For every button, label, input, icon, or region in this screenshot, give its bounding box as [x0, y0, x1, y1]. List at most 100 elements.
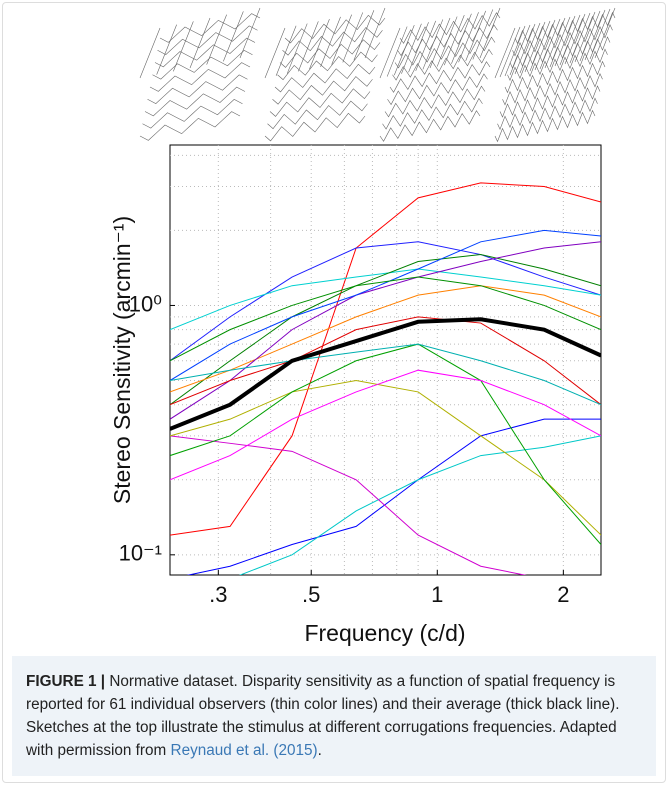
sketch-line — [509, 36, 611, 69]
y-tick-label: 10⁻¹ — [119, 541, 162, 566]
sketch-line — [142, 99, 243, 129]
sketch-line — [504, 60, 606, 94]
y-axis-label: Stereo Sensitivity (arcmin⁻¹) — [109, 216, 135, 504]
sketch-line — [584, 9, 606, 61]
sketch-line — [534, 19, 556, 71]
sketch-line — [152, 50, 253, 80]
series-line — [170, 343, 601, 545]
sketch-line — [564, 13, 586, 65]
sketch-line — [331, 14, 352, 65]
series-line — [170, 343, 601, 406]
sketch-line — [284, 14, 386, 44]
sketch-line — [386, 26, 408, 77]
series-line — [170, 241, 601, 420]
plot-frame — [169, 144, 602, 576]
sketch-line — [223, 11, 244, 62]
sketch-line — [320, 16, 341, 68]
sketch-line — [147, 74, 248, 104]
sketch-line — [144, 86, 246, 117]
sketch-line — [394, 25, 415, 76]
sketch-line — [139, 111, 241, 141]
sketch-line — [277, 51, 378, 81]
caption-label: FIGURE 1 | — [26, 673, 106, 690]
sketch-line — [364, 7, 386, 59]
sketch-line — [502, 72, 603, 106]
sketch-line — [514, 11, 616, 45]
sketch-line — [401, 23, 422, 74]
caption-text: Normative dataset. Disparity sensitivity… — [26, 673, 620, 759]
x-tick-label: .5 — [302, 582, 320, 607]
sketch-line — [379, 27, 401, 79]
sketch-line — [499, 26, 521, 78]
sketch-line — [272, 76, 373, 105]
series-line — [170, 182, 601, 536]
sketch-line — [499, 85, 601, 118]
sketch-line — [382, 97, 483, 130]
sketch-line — [275, 25, 297, 76]
sketch-line — [415, 20, 436, 71]
series-line — [170, 254, 601, 406]
sketch-line — [494, 109, 596, 143]
stimulus-sketches — [139, 7, 616, 143]
sketch-line — [189, 17, 211, 69]
x-tick-label: .3 — [209, 582, 227, 607]
sketch-line — [458, 12, 479, 63]
sketch-line — [444, 15, 465, 66]
x-tick-label: 1 — [431, 582, 443, 607]
series-line — [170, 316, 601, 406]
sketch-line — [524, 21, 546, 73]
sketch-line — [156, 24, 177, 75]
sketch-line — [384, 85, 486, 118]
x-axis-label: Frequency (c/d) — [304, 620, 465, 646]
sketch-line — [264, 27, 286, 79]
series-line — [170, 241, 601, 362]
series-line — [170, 369, 601, 481]
sketch-line — [514, 23, 536, 75]
series-line — [238, 435, 601, 575]
sketch-line — [279, 39, 381, 68]
sketch-line — [504, 25, 526, 77]
sketch-line — [387, 73, 488, 106]
chart: Frequency (c/d) Stereo Sensitivity (arcm… — [109, 7, 616, 646]
sketch-line — [379, 110, 481, 142]
series-line — [170, 229, 601, 381]
sketch-line — [429, 17, 451, 69]
sketch-line — [399, 12, 501, 44]
sketch-line — [139, 27, 161, 79]
sketch-line — [267, 100, 368, 130]
x-tick-label: 2 — [557, 582, 569, 607]
sketch-line — [159, 13, 261, 43]
series-line — [186, 418, 601, 575]
sketch-line — [149, 62, 251, 92]
caption: FIGURE 1 | Normative dataset. Disparity … — [12, 656, 656, 776]
sketch-line — [392, 48, 493, 81]
sketch-line — [554, 15, 576, 67]
series-line — [170, 435, 527, 575]
sketch-line — [282, 27, 383, 56]
sketch-line — [594, 7, 616, 59]
sketch-line — [342, 12, 364, 63]
sketch-line — [472, 9, 494, 60]
sketch-line — [154, 37, 256, 68]
sketch-line — [389, 61, 491, 93]
sketch-line — [544, 17, 566, 69]
y-tick-label: 10⁰ — [129, 291, 162, 316]
sketch-line — [497, 97, 598, 131]
caption-end: . — [317, 742, 322, 759]
sketch-line — [309, 18, 330, 70]
sketch-line — [157, 25, 258, 55]
series-line — [170, 317, 601, 431]
sketch-line — [269, 88, 371, 117]
series-line — [170, 380, 601, 536]
caption-link[interactable]: Reynaud et al. (2015) — [170, 742, 318, 759]
series-line — [170, 276, 601, 362]
sketch-line — [512, 23, 613, 57]
sketch-line — [394, 36, 496, 69]
series-line — [170, 285, 601, 393]
sketch-line — [286, 23, 308, 74]
sketch-line — [494, 27, 516, 79]
sketch-line — [397, 24, 498, 57]
series-line — [170, 268, 601, 331]
sketch-line — [353, 10, 375, 61]
